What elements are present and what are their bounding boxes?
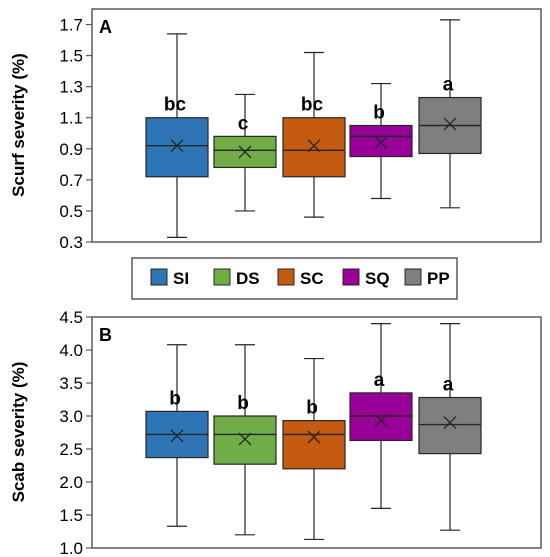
box-sc: b bbox=[282, 357, 346, 541]
y-tick-label: 2.0 bbox=[59, 473, 83, 492]
legend-item-si: SI bbox=[150, 268, 189, 288]
panel-a-chart: 0.3 0.5 0.7 0.9 1.1 1.3 1.5 1.7 Scurf severity (… bbox=[9, 8, 542, 252]
y-tick-label: 1.3 bbox=[59, 78, 83, 97]
legend: SI DS SC SQ PP bbox=[131, 257, 458, 300]
box-si: b bbox=[145, 344, 209, 527]
mean-marker bbox=[443, 117, 457, 131]
legend-item-pp: PP bbox=[404, 268, 450, 288]
y-tick-label: 3.5 bbox=[59, 374, 83, 393]
significance-label: bc bbox=[301, 95, 324, 116]
y-tick-label: 0.3 bbox=[59, 233, 83, 252]
y-tick-label: 3.0 bbox=[59, 407, 83, 426]
box-iqr bbox=[418, 396, 482, 455]
legend-swatch bbox=[342, 268, 360, 286]
box-iqr bbox=[282, 117, 346, 178]
legend-label: SQ bbox=[365, 269, 390, 288]
legend-label: SC bbox=[300, 269, 324, 288]
box-sq: a bbox=[349, 323, 413, 509]
legend-item-sq: SQ bbox=[342, 268, 390, 288]
legend-item-ds: DS bbox=[213, 268, 260, 288]
y-tick-label: 1.0 bbox=[59, 539, 83, 557]
significance-label: a bbox=[374, 370, 385, 391]
mean-marker bbox=[238, 145, 252, 159]
legend-label: PP bbox=[427, 269, 450, 288]
significance-label: b bbox=[237, 393, 249, 414]
y-tick-label: 1.5 bbox=[59, 506, 83, 525]
significance-label: b bbox=[169, 388, 181, 409]
mean-marker bbox=[374, 414, 388, 428]
plot-frame bbox=[91, 316, 542, 549]
box-pp: a bbox=[418, 323, 482, 531]
y-tick-label: 1.7 bbox=[59, 16, 83, 35]
significance-label: a bbox=[443, 375, 454, 396]
legend-item-sc: SC bbox=[277, 268, 324, 288]
mean-marker bbox=[170, 139, 184, 153]
y-tick-label: 1.1 bbox=[59, 109, 83, 128]
box-pp: a bbox=[418, 19, 482, 209]
box-sc: bc bbox=[282, 51, 346, 218]
y-tick-label: 4.5 bbox=[59, 308, 83, 327]
legend-swatch bbox=[277, 268, 295, 286]
y-axis-label: Scurf severity (%) bbox=[9, 53, 28, 197]
legend-label: DS bbox=[236, 269, 260, 288]
legend-swatch bbox=[404, 268, 422, 286]
mean-marker bbox=[374, 136, 388, 150]
y-tick-label: 0.7 bbox=[59, 171, 83, 190]
mean-marker bbox=[443, 416, 457, 430]
significance-label: c bbox=[238, 113, 249, 134]
y-tick-label: 2.5 bbox=[59, 440, 83, 459]
box-ds: b bbox=[213, 344, 277, 536]
significance-label: bc bbox=[164, 95, 187, 116]
panel-label: A bbox=[99, 17, 112, 37]
box-sq: b bbox=[349, 82, 413, 200]
mean-marker bbox=[307, 430, 321, 444]
legend-swatch bbox=[213, 268, 231, 286]
significance-label: b bbox=[373, 103, 385, 124]
mean-marker bbox=[170, 429, 184, 443]
significance-label: a bbox=[443, 75, 454, 96]
box-iqr bbox=[282, 420, 346, 470]
y-tick-label: 0.9 bbox=[59, 140, 83, 159]
panel-b-chart: 1.0 1.5 2.0 2.5 3.0 3.5 4.0 4.5 Scab severity (%… bbox=[9, 308, 542, 557]
mean-marker bbox=[307, 139, 321, 153]
box-iqr bbox=[349, 124, 413, 158]
panel-label: B bbox=[99, 325, 112, 345]
significance-label: b bbox=[306, 398, 318, 419]
plot-frame bbox=[91, 8, 542, 243]
box-ds: c bbox=[213, 93, 277, 212]
y-tick-label: 0.5 bbox=[59, 202, 83, 221]
y-tick-label: 4.0 bbox=[59, 341, 83, 360]
mean-marker bbox=[238, 432, 252, 446]
box-iqr bbox=[213, 415, 277, 465]
legend-swatch bbox=[150, 268, 168, 286]
legend-label: SI bbox=[173, 269, 189, 288]
y-axis-label: Scab severity (%) bbox=[9, 362, 28, 503]
y-tick-label: 1.5 bbox=[59, 47, 83, 66]
box-iqr bbox=[145, 117, 209, 178]
box-si: bc bbox=[145, 33, 209, 238]
